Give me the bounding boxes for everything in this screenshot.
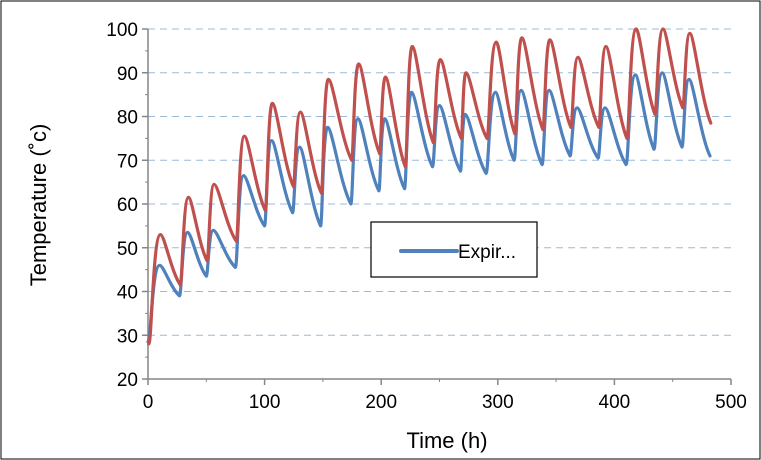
series-line-1 [146, 71, 712, 344]
legend: Expir... [370, 221, 538, 278]
y-tick-label: 60 [117, 195, 138, 216]
y-tick-label: 80 [117, 108, 138, 129]
x-tick-label: 100 [249, 392, 281, 413]
y-tick-label: 100 [106, 20, 138, 41]
y-tick-label: 30 [117, 326, 138, 347]
x-tick-label: 300 [482, 392, 514, 413]
x-tick-label: 0 [143, 392, 154, 413]
x-tick-label: 500 [715, 392, 747, 413]
y-tick-label: 40 [117, 283, 138, 304]
axes-layer [142, 28, 732, 385]
y-tick-label: 90 [117, 64, 138, 85]
y-tick-label: 50 [117, 239, 138, 260]
series-layer [146, 27, 713, 346]
x-axis-title: Time (h) [406, 428, 487, 453]
x-tick-label: 400 [599, 392, 631, 413]
grid-layer [148, 28, 731, 336]
legend-label-series-1: Expir... [458, 242, 516, 263]
y-axis-title: Temperature (˚c) [26, 124, 51, 287]
tick-label-layer: 20 30 40 50 60 70 80 90 100 0 100 200 300 400 500 [106, 20, 747, 413]
x-tick-label: 200 [365, 392, 397, 413]
series-line-2 [147, 27, 713, 346]
y-tick-label: 70 [117, 151, 138, 172]
y-tick-label: 20 [117, 370, 138, 391]
